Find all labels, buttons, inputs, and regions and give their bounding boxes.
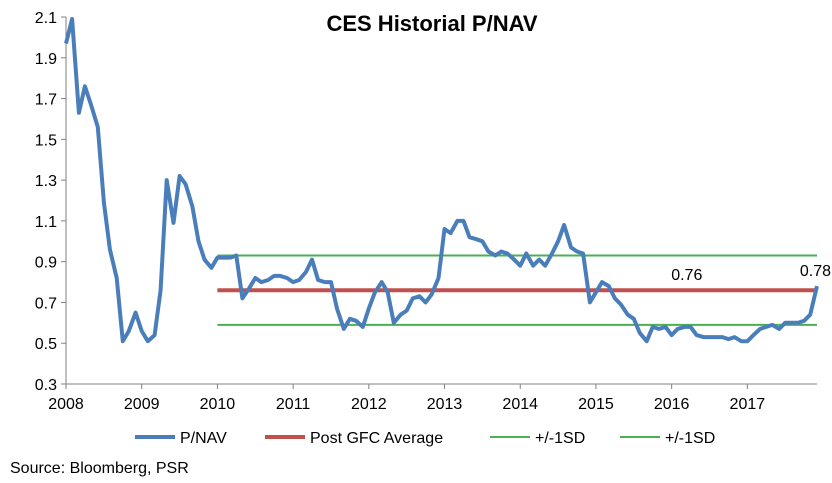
y-tick-label: 2.1: [35, 10, 57, 27]
source-note: Source: Bloomberg, PSR: [10, 460, 189, 477]
x-tick-label: 2010: [200, 396, 236, 413]
y-tick-label: 0.5: [35, 336, 57, 353]
value-annotation: 0.78: [800, 263, 831, 280]
y-tick-label: 0.3: [35, 377, 57, 394]
annotations: 0.76 0.78: [671, 263, 831, 284]
legend-label: +/-1SD: [535, 430, 585, 447]
p-nav-line: [64, 17, 819, 344]
value-annotation: 0.76: [671, 267, 702, 284]
y-tick-label: 1.5: [35, 132, 57, 149]
x-tick-label: 2017: [730, 396, 766, 413]
legend-label: Post GFC Average: [310, 430, 443, 447]
x-tick-label: 2015: [578, 396, 614, 413]
x-tick-label: 2016: [654, 396, 690, 413]
legend: P/NAV Post GFC Average +/-1SD +/-1SD: [135, 430, 715, 447]
x-tick-label: 2013: [427, 396, 463, 413]
y-tick-label: 1.3: [35, 173, 57, 190]
y-tick-label: 0.9: [35, 255, 57, 272]
legend-label: +/-1SD: [665, 430, 715, 447]
x-tick-label: 2012: [351, 396, 387, 413]
x-axis-ticks: 2008 2009 2010 2011 2012 2013 2014 2015 2016 2017: [48, 384, 765, 413]
y-tick-label: 1.7: [35, 92, 57, 109]
x-tick-label: 2011: [276, 396, 311, 413]
y-tick-label: 1.9: [35, 51, 57, 68]
x-tick-label: 2009: [124, 396, 160, 413]
y-tick-label: 1.1: [35, 214, 57, 231]
legend-label: P/NAV: [180, 430, 227, 447]
x-tick-label: 2008: [48, 396, 84, 413]
series-layer: [64, 17, 819, 344]
y-tick-label: 0.7: [35, 295, 57, 312]
x-tick-label: 2014: [502, 396, 538, 413]
y-axis-ticks: 0.3 0.5 0.7 0.9 1.1 1.3 1.5 1.7 1.9 2.1: [35, 10, 66, 394]
chart-title: CES Historial P/NAV: [326, 11, 537, 36]
